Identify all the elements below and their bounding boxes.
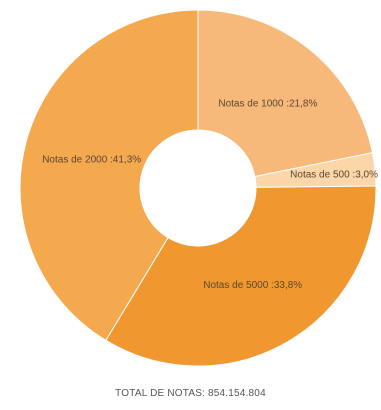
slice-label: Notas de 2000 :41,3% (42, 154, 141, 165)
slice-label: Notas de 1000 :21,8% (218, 99, 317, 110)
slice-label: Notas de 500 :3,0% (290, 169, 378, 180)
donut-slice (19, 9, 199, 341)
donut-slice (197, 9, 374, 178)
donut-slice (105, 185, 377, 367)
total-label: TOTAL DE NOTAS: 854.154.804 (115, 388, 266, 399)
donut-chart: Notas de 1000 :21,8% Notas de 500 :3,0% No… (19, 9, 378, 367)
slice-label: Notas de 5000 :33,8% (203, 280, 302, 291)
